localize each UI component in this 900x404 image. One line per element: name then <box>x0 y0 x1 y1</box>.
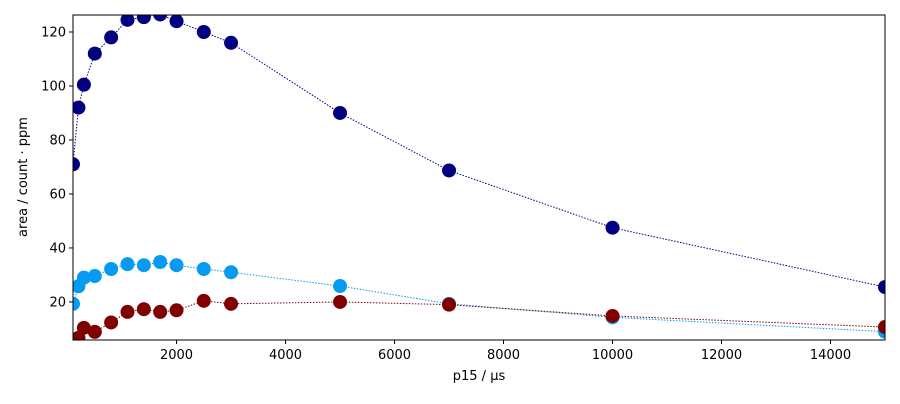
data-point <box>442 297 457 312</box>
series-line <box>73 15 885 288</box>
series-line <box>78 300 885 339</box>
plot-area <box>73 15 885 340</box>
x-tick-label: 8000 <box>487 348 520 363</box>
data-point <box>87 269 102 284</box>
data-point <box>136 15 151 25</box>
data-point <box>76 270 91 285</box>
data-point <box>87 46 102 61</box>
data-point <box>224 35 239 50</box>
data-point <box>120 304 135 319</box>
series-line <box>73 261 885 333</box>
data-point <box>605 220 620 235</box>
y-axis-label: area / count · ppm <box>16 117 31 237</box>
data-point <box>196 25 211 40</box>
data-point <box>87 324 102 339</box>
data-point <box>153 15 168 22</box>
data-point <box>73 100 86 115</box>
y-tick-label: 60 <box>49 187 66 202</box>
x-tick-label: 2000 <box>160 348 193 363</box>
y-tick-label: 80 <box>49 133 66 148</box>
data-point <box>76 320 91 335</box>
data-point <box>73 157 80 172</box>
data-point <box>104 30 119 45</box>
x-tick-label: 4000 <box>269 348 302 363</box>
data-point <box>136 302 151 317</box>
y-tick-label: 120 <box>41 26 66 41</box>
data-point <box>104 315 119 330</box>
axes-frame <box>72 14 886 341</box>
data-point <box>169 303 184 318</box>
x-axis-label: p15 / µs <box>453 369 506 384</box>
y-tick-label: 40 <box>49 241 66 256</box>
data-point <box>333 279 348 294</box>
data-point <box>605 308 620 323</box>
data-point <box>224 296 239 311</box>
data-point <box>196 293 211 308</box>
data-point <box>169 258 184 273</box>
data-point <box>76 77 91 92</box>
x-tick-label: 14000 <box>810 348 851 363</box>
data-point <box>878 320 885 335</box>
data-point <box>442 163 457 178</box>
data-point <box>333 294 348 309</box>
data-point <box>153 304 168 319</box>
data-point <box>120 257 135 272</box>
data-point <box>120 15 135 27</box>
data-point <box>878 280 885 295</box>
x-tick-label: 6000 <box>378 348 411 363</box>
data-point <box>153 254 168 269</box>
data-point <box>73 296 80 311</box>
x-tick-label: 12000 <box>701 348 742 363</box>
data-point <box>169 15 184 29</box>
data-point <box>196 262 211 277</box>
y-tick-label: 20 <box>49 295 66 310</box>
data-point <box>224 265 239 280</box>
data-point <box>136 258 151 273</box>
data-point <box>104 262 119 277</box>
y-tick-label: 100 <box>41 79 66 94</box>
data-point <box>333 105 348 120</box>
x-tick-label: 10000 <box>592 348 633 363</box>
